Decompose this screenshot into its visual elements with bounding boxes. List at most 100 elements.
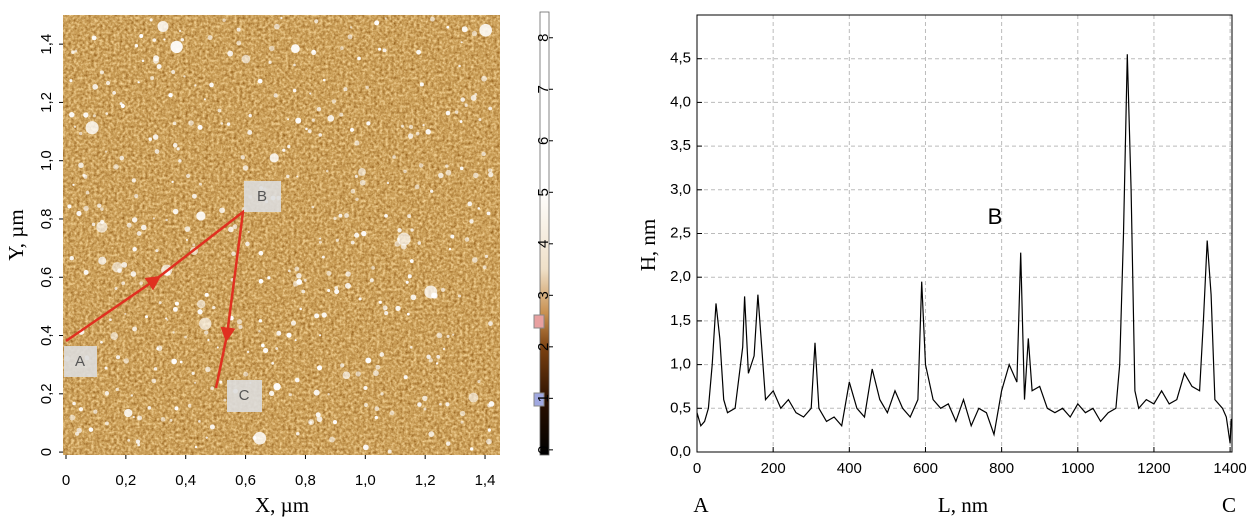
particle — [430, 16, 435, 22]
particle — [268, 390, 275, 397]
y-tick-label: 3,5 — [670, 137, 691, 154]
y-tick-label: 4,0 — [670, 93, 691, 110]
particle — [361, 230, 367, 237]
particle — [414, 184, 420, 190]
y-tick-label: 0,6 — [38, 267, 55, 288]
particle — [313, 389, 320, 396]
particle — [83, 205, 89, 212]
particle — [121, 261, 128, 268]
particle — [318, 133, 323, 137]
particle — [386, 181, 390, 185]
y-tick-label: 4,5 — [670, 50, 691, 67]
particle — [198, 182, 203, 186]
particle — [428, 431, 435, 438]
particle — [439, 402, 442, 406]
particle — [470, 94, 477, 101]
particle — [424, 285, 438, 299]
particle — [442, 347, 446, 351]
afm-image — [63, 15, 500, 455]
particle — [99, 70, 105, 75]
particle — [93, 409, 98, 414]
particle — [96, 221, 108, 233]
particle — [464, 237, 470, 242]
particle — [334, 289, 340, 295]
particle — [205, 366, 211, 373]
particle — [231, 251, 236, 257]
particle — [470, 447, 474, 451]
colorbar-marker — [533, 314, 545, 329]
particle — [294, 266, 300, 272]
particle — [459, 410, 466, 417]
particle — [446, 334, 450, 338]
particle — [274, 23, 280, 30]
colorbar-tick-label: 7 — [535, 85, 552, 93]
particle — [72, 183, 75, 186]
particle — [397, 228, 402, 233]
particle — [407, 214, 412, 219]
particle — [76, 427, 82, 434]
particle — [316, 365, 323, 371]
particle — [241, 54, 251, 64]
particle — [247, 230, 250, 233]
particle — [152, 134, 159, 140]
y-tick-label: 0,8 — [38, 209, 55, 230]
particle — [174, 406, 179, 411]
x-tick-label: 0,6 — [235, 472, 256, 489]
particle — [333, 216, 337, 221]
particle — [461, 26, 468, 33]
particle — [438, 172, 444, 179]
y-tick-label: 1,5 — [670, 312, 691, 329]
y-tick-label: 0,5 — [670, 399, 691, 416]
particle — [137, 415, 143, 421]
particle — [358, 168, 366, 176]
particle — [178, 29, 182, 33]
particle — [469, 219, 474, 224]
particle — [220, 122, 224, 125]
particle — [347, 34, 353, 40]
particle — [197, 124, 203, 130]
particle — [311, 49, 317, 55]
particle — [155, 249, 159, 253]
particle — [158, 301, 162, 305]
particle — [83, 269, 89, 275]
particle — [436, 354, 441, 359]
particle — [276, 330, 282, 336]
particle — [305, 127, 308, 131]
particle — [332, 420, 338, 425]
colorbar-tick-label: 3 — [535, 291, 552, 299]
particle — [450, 234, 455, 239]
particle — [183, 75, 186, 78]
x-tick-label: 0 — [62, 472, 70, 489]
particle — [314, 313, 320, 319]
particle — [290, 44, 300, 54]
particle — [350, 188, 356, 194]
particle — [473, 172, 479, 179]
particle — [486, 211, 491, 216]
particle — [357, 56, 361, 61]
particle — [269, 153, 279, 163]
particle — [116, 355, 121, 360]
particle — [349, 26, 353, 29]
particle — [379, 352, 385, 357]
x-tick-label: 1200 — [1137, 460, 1170, 477]
annotation-boxes: A B C — [64, 181, 281, 412]
particle — [141, 59, 145, 63]
particle — [474, 92, 478, 96]
x-axis-label: L, nm — [938, 493, 988, 517]
particle — [219, 207, 225, 214]
colorbar-tick-label: 6 — [535, 137, 552, 145]
particle — [311, 205, 315, 209]
particle — [117, 268, 122, 274]
particle — [192, 243, 196, 247]
particle — [165, 218, 168, 222]
particle — [78, 407, 84, 412]
particle — [408, 124, 414, 130]
particle — [267, 276, 271, 280]
colorbar-tick-label: 5 — [535, 188, 552, 196]
particle — [428, 358, 434, 363]
particle — [339, 363, 345, 368]
particle — [104, 391, 110, 396]
particle — [299, 307, 302, 311]
particle — [487, 403, 491, 408]
